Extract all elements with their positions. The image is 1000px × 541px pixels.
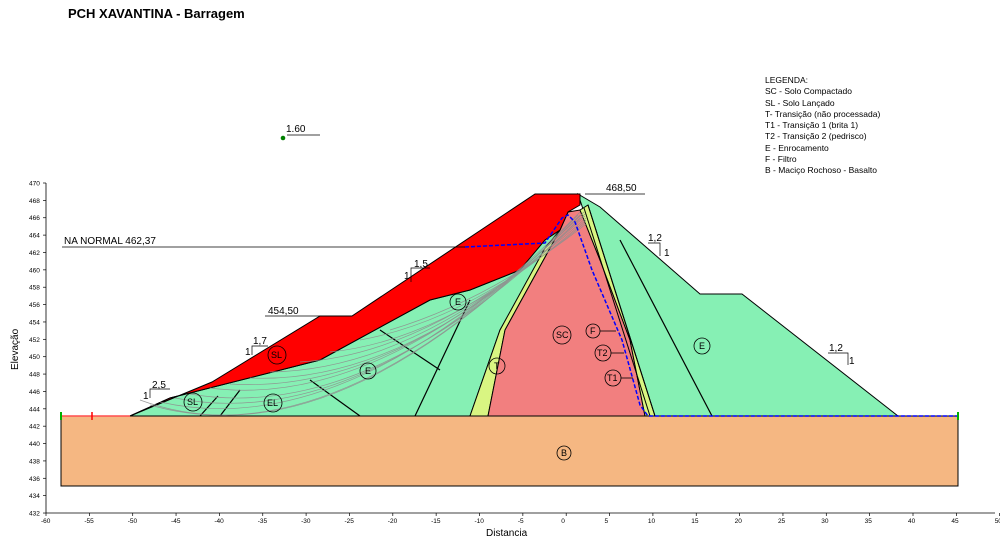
x-tick-label: -55: [84, 518, 94, 525]
slope-v-5: 1: [849, 356, 855, 367]
x-tick-label: -50: [128, 518, 138, 525]
legend-item: T1 - Transição 1 (brita 1): [765, 120, 859, 131]
slip-surfaces: [139, 211, 587, 416]
y-tick-label: 440: [29, 441, 40, 448]
slope-h-1: 2,5: [152, 380, 166, 391]
x-tick-label: 30: [821, 518, 829, 525]
x-tick-label: -10: [475, 518, 485, 525]
x-axis-label: Distancia: [486, 528, 528, 539]
slope-h-5: 1,2: [829, 343, 843, 354]
phreatic-line: [464, 214, 958, 417]
x-tick-label: -25: [344, 518, 354, 525]
x-tick-label: 10: [648, 518, 656, 525]
legend-item: T- Transição (não processada): [765, 108, 881, 119]
y-tick-label: 432: [29, 511, 40, 518]
y-tick-label: 436: [29, 476, 40, 483]
axes: [45, 183, 995, 514]
legend-item: B - Maciço Rochoso - Basalto: [765, 165, 877, 176]
x-tick-label: -15: [431, 518, 441, 525]
zone-label-e-1: E: [365, 366, 371, 376]
y-tick-label: 444: [29, 406, 40, 413]
y-tick-label: 460: [29, 267, 40, 274]
safety-factor-label: 1.60: [286, 124, 306, 135]
y-tick-label: 462: [29, 250, 40, 257]
legend-item: E - Enrocamento: [765, 142, 829, 153]
x-tick-label: -60: [41, 518, 51, 525]
slope-h-2: 1,7: [253, 336, 267, 347]
y-tick-label: 464: [29, 233, 40, 240]
x-tick-label: -20: [388, 518, 398, 525]
zone-label-sc: SC: [556, 330, 569, 340]
berm-elevation-label: 454,50: [268, 306, 299, 317]
x-ticks: -60 -55 -50 -45 -40 -35 -30 -25 -20 -15 -10 -5 0 5 10 1…: [41, 513, 1000, 525]
y-tick-label: 456: [29, 302, 40, 309]
zone-label-f: F: [590, 326, 596, 336]
x-tick-label: -5: [518, 518, 524, 525]
y-ticks: 470 468 466 464 462 460 458 456 454 452 450 448 446 4…: [29, 181, 46, 518]
zone-boundaries: [199, 239, 713, 417]
x-tick-label: -45: [171, 518, 181, 525]
y-tick-label: 454: [29, 319, 40, 326]
slope-v-4: 1: [664, 248, 670, 259]
x-tick-label: 20: [735, 518, 743, 525]
zone-label-t2: T2: [597, 348, 608, 358]
y-axis-label: Elevação: [10, 328, 21, 370]
legend-item: SL - Solo Lançado: [765, 97, 835, 108]
zone-label-e-2: E: [455, 297, 461, 307]
zone-label-sl-2: SL: [187, 397, 198, 407]
zone-label-e-3: E: [699, 341, 705, 351]
y-tick-label: 448: [29, 372, 40, 379]
y-tick-label: 446: [29, 389, 40, 396]
slope-h-4: 1,2: [648, 233, 662, 244]
zone-label-t: T: [494, 361, 500, 371]
slope-v-2: 1: [245, 347, 251, 358]
crest-elevation-label: 468,50: [606, 183, 637, 194]
foundation-basalt: [60, 415, 959, 487]
legend-item: F - Filtro: [765, 154, 797, 165]
slope-h-3: 1,5: [414, 259, 428, 270]
legend-item: T2 - Transição 2 (pedrisco): [765, 131, 867, 142]
y-tick-label: 452: [29, 337, 40, 344]
zone-label-sl-1: SL: [271, 350, 282, 360]
y-tick-label: 442: [29, 424, 40, 431]
x-tick-label: 15: [691, 518, 699, 525]
critical-center-marker: [280, 135, 286, 141]
x-tick-label: -40: [214, 518, 224, 525]
legend-item: SC - Solo Compactado: [765, 86, 852, 97]
y-tick-label: 468: [29, 198, 40, 205]
legend: LEGENDA: SC - Solo Compactado SL - Solo …: [765, 75, 880, 177]
zone-label-b: B: [561, 448, 567, 458]
legend-heading: LEGENDA:: [765, 75, 808, 85]
na-normal-label: NA NORMAL 462,37: [64, 236, 156, 247]
y-tick-label: 458: [29, 285, 40, 292]
zone-label-t1: T1: [607, 373, 618, 383]
x-tick-label: -35: [258, 518, 268, 525]
x-tick-label: 0: [561, 518, 565, 525]
page-title: PCH XAVANTINA - Barragem: [68, 6, 245, 21]
x-tick-label: 50: [995, 518, 1000, 525]
y-tick-label: 450: [29, 354, 40, 361]
x-tick-label: 35: [865, 518, 873, 525]
x-tick-label: 40: [908, 518, 916, 525]
slope-v-1: 1: [143, 391, 149, 402]
x-tick-label: 25: [778, 518, 786, 525]
y-tick-label: 434: [29, 493, 40, 500]
zone-label-el: EL: [267, 398, 278, 408]
y-tick-label: 470: [29, 181, 40, 188]
y-tick-label: 466: [29, 215, 40, 222]
x-tick-label: 45: [951, 518, 959, 525]
y-tick-label: 438: [29, 458, 40, 465]
x-tick-label: 5: [605, 518, 609, 525]
slope-v-3: 1: [404, 271, 410, 282]
x-tick-label: -30: [301, 518, 311, 525]
